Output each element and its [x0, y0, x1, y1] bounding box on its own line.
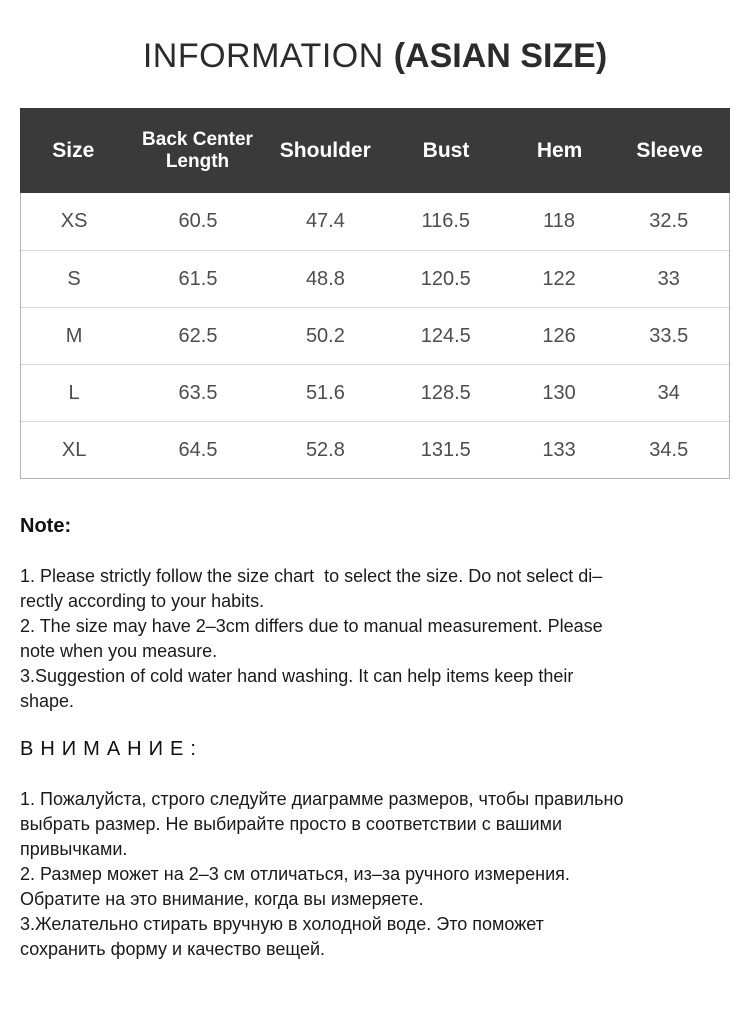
table-cell: 61.5 [178, 267, 218, 290]
table-cell: 52.8 [305, 438, 345, 461]
size-table-body: XS 60.5 47.4 116.5 118 32.5 S 61.5 48.8 … [20, 193, 730, 479]
note-ru-2: 2. Размер может на 2–3 см отличаться, из… [20, 864, 570, 909]
table-cell: 130 [542, 381, 576, 404]
table-cell: 118 [543, 210, 575, 232]
table-row-s: S 61.5 48.8 120.5 122 33 [21, 250, 729, 307]
table-cell: 51.6 [305, 381, 345, 404]
page-title: INFORMATION (ASIAN SIZE) [0, 36, 750, 76]
note-heading-en: Note: [20, 515, 72, 537]
note-en-2: 2. The size may have 2–3cm differs due t… [20, 616, 603, 661]
table-cell: 64.5 [178, 438, 218, 461]
table-cell: 116.5 [421, 210, 471, 232]
table-cell: 120.5 [420, 267, 471, 290]
table-cell: 50.2 [305, 324, 345, 347]
table-row-l: L 63.5 51.6 128.5 130 34 [21, 364, 729, 421]
table-cell: 126 [542, 324, 576, 347]
note-en-1: 1. Please strictly follow the size chart… [20, 566, 603, 611]
size-label: S [67, 267, 81, 290]
page-title-bold: (ASIAN SIZE) [393, 37, 608, 75]
size-label: XL [61, 438, 87, 461]
table-row-xs: XS 60.5 47.4 116.5 118 32.5 [21, 193, 729, 250]
column-header-sleeve: Sleeve [636, 138, 703, 162]
table-cell: 133 [542, 438, 576, 461]
note-en-3: 3.Suggestion of cold water hand washing.… [20, 666, 574, 711]
note-ru-1: 1. Пожалуйста, строго следуйте диаграмме… [20, 789, 624, 859]
table-cell: 47.4 [305, 210, 345, 232]
table-cell: 33 [657, 267, 680, 290]
table-cell: 48.8 [305, 267, 345, 290]
table-row-m: M 62.5 50.2 124.5 126 33.5 [21, 307, 729, 364]
note-heading-ru: ВНИМАНИЕ: [20, 738, 203, 760]
table-cell: 128.5 [420, 381, 471, 404]
table-cell: 33.5 [649, 324, 689, 347]
notes-section: Note: 1. Please strictly follow the size… [20, 515, 730, 962]
table-cell: 63.5 [178, 381, 218, 404]
size-label: L [68, 381, 80, 404]
page-title-regular: INFORMATION [142, 37, 394, 75]
table-cell: 34 [657, 381, 680, 404]
table-cell: 60.5 [178, 210, 218, 232]
notes-russian: 1. Пожалуйста, строго следуйте диаграмме… [20, 787, 730, 962]
table-cell: 34.5 [649, 438, 689, 461]
table-cell: 131.5 [420, 438, 471, 461]
table-cell: 124.5 [420, 324, 471, 347]
size-table: Size Back Center Length Shoulder Bust He… [20, 108, 730, 479]
table-cell: 122 [542, 267, 576, 290]
column-header-hem: Hem [536, 138, 583, 162]
table-cell: 32.5 [649, 210, 689, 232]
size-label: M [65, 324, 83, 347]
column-header-shoulder: Shoulder [279, 138, 371, 162]
column-header-size: Size [52, 138, 95, 162]
table-row-xl: XL 64.5 52.8 131.5 133 34.5 [21, 421, 729, 478]
note-ru-3: 3.Желательно стирать вручную в холодной … [20, 914, 544, 959]
column-header-back-center-length: Back Center Length [142, 129, 253, 172]
size-table-header-row: Size Back Center Length Shoulder Bust He… [20, 108, 730, 193]
notes-english: 1. Please strictly follow the size chart… [20, 564, 730, 714]
size-label: XS [60, 210, 88, 232]
table-cell: 62.5 [178, 324, 218, 347]
column-header-bust: Bust [422, 138, 470, 162]
